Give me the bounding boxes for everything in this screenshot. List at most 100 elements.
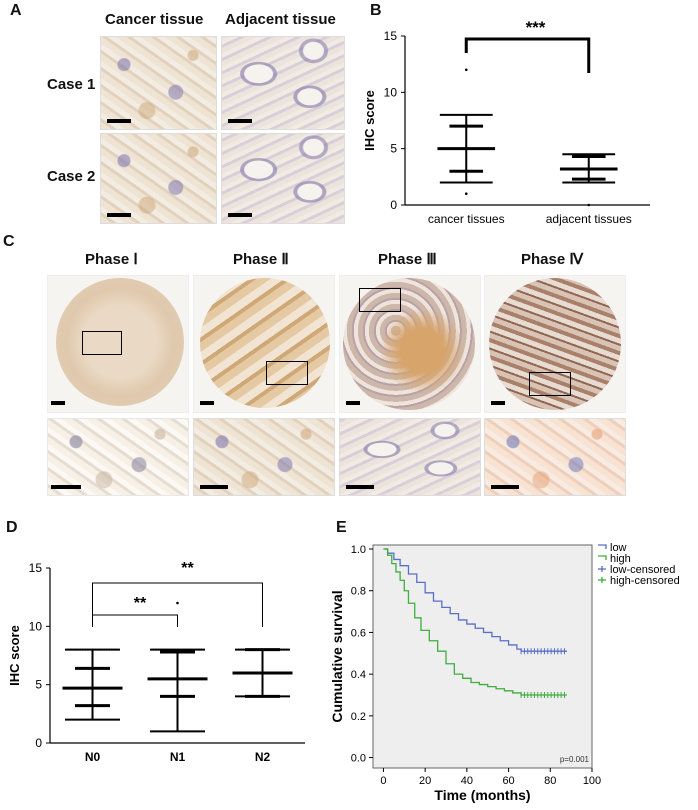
scale-bar	[107, 119, 131, 123]
phase-3-title: Phase Ⅲ	[378, 251, 437, 268]
data-point	[115, 648, 118, 651]
scale-bar	[107, 213, 131, 217]
data-point	[263, 648, 266, 651]
data-point	[84, 648, 87, 651]
x-tick-label: 100	[583, 775, 601, 787]
y-tick-label: 5	[35, 678, 42, 692]
data-point	[93, 648, 96, 651]
data-point	[79, 648, 82, 651]
survival-curve-low	[383, 548, 567, 652]
data-point	[164, 648, 167, 651]
data-point	[186, 648, 189, 651]
panel-a-row-label-case1: Case 1	[47, 76, 96, 93]
data-point	[67, 648, 70, 651]
phase-3-tissue-core	[343, 278, 475, 410]
x-category-label: N1	[170, 750, 186, 764]
p-value-annotation: p=0.001	[560, 755, 590, 764]
data-point	[271, 648, 274, 651]
data-point	[261, 648, 264, 651]
data-point	[166, 648, 169, 651]
x-axis-label: Time (months)	[434, 787, 530, 803]
data-point	[105, 648, 108, 651]
scale-bar	[346, 401, 360, 405]
significance-bracket	[464, 37, 591, 73]
data-point	[98, 648, 101, 651]
data-point	[242, 648, 245, 651]
y-tick-label: 15	[29, 561, 43, 575]
y-tick-label: 1.0	[351, 544, 366, 556]
phase-3-zoom-image	[339, 418, 481, 496]
y-tick-label: 0	[35, 736, 42, 750]
panel-b-label: B	[370, 2, 382, 19]
phase-4-tissue-core	[489, 278, 621, 410]
panel-d-label: D	[6, 519, 18, 536]
phase-1-core-panel	[47, 275, 189, 413]
scale-bar	[228, 119, 252, 123]
legend-label: low	[610, 542, 627, 554]
y-tick-label: 5	[390, 142, 397, 156]
data-point	[195, 648, 198, 651]
data-point	[249, 648, 252, 651]
y-tick-label: 15	[384, 29, 398, 43]
phase-2-tissue-core	[200, 278, 330, 408]
data-point	[74, 648, 77, 651]
outlier-point	[464, 68, 468, 72]
significance-label: **	[181, 560, 194, 577]
data-point	[154, 648, 157, 651]
panel-a-col-header-cancer: Cancer tissue	[105, 11, 204, 28]
y-axis-label: IHC score	[7, 625, 22, 686]
phase-1-title: Phase Ⅰ	[85, 251, 138, 268]
panel-a-label: A	[10, 2, 22, 19]
data-point	[181, 648, 184, 651]
phase-1-zoom-box	[82, 331, 122, 355]
x-tick-label: 0	[380, 775, 386, 787]
data-point	[193, 648, 196, 651]
phase-4-core-panel	[484, 275, 626, 413]
panel-a-image-case1-adjacent	[221, 36, 345, 130]
y-tick-label: 0.2	[351, 711, 366, 723]
data-point	[200, 648, 203, 651]
scale-bar	[51, 485, 81, 489]
x-tick-label: 80	[544, 775, 556, 787]
legend-label: low-censored	[610, 564, 675, 576]
plot-area	[372, 544, 593, 769]
legend-label: high	[610, 553, 631, 565]
x-category-label: adjacent tissues	[546, 212, 632, 226]
y-tick-label: 0.6	[351, 627, 366, 639]
data-point	[283, 648, 286, 651]
legend-swatch	[598, 544, 607, 549]
data-point	[69, 648, 72, 651]
data-point	[280, 648, 283, 651]
data-point	[86, 648, 89, 651]
data-point	[237, 648, 240, 651]
phase-2-core-panel	[193, 275, 335, 413]
data-point	[273, 648, 276, 651]
scale-bar	[228, 213, 252, 217]
chart-b-scatter: 0 5 10 15 IHC score cancer tissues adjacent ti…	[362, 18, 650, 226]
significance-bracket	[92, 582, 263, 627]
data-point	[169, 648, 172, 651]
data-point	[256, 648, 259, 651]
phase-4-title: Phase Ⅳ	[521, 251, 584, 268]
significance-label: **	[134, 595, 147, 612]
panel-a-image-case2-cancer	[100, 133, 217, 224]
scale-bar	[200, 401, 214, 405]
data-point	[183, 648, 186, 651]
panel-a-image-case2-adjacent	[221, 133, 345, 224]
x-tick-label: 20	[419, 775, 431, 787]
significance-label: ***	[526, 18, 546, 37]
scale-bar	[51, 401, 65, 405]
data-point	[259, 648, 262, 651]
scale-bar	[491, 401, 505, 405]
data-point	[152, 648, 155, 651]
scale-bar	[200, 485, 228, 489]
panel-c-label: C	[3, 233, 15, 250]
chart-d-scatter: 0 5 10 15 IHC score N0 N1 N2 ** **	[7, 560, 305, 764]
data-point	[81, 648, 84, 651]
survival-curve-high	[383, 548, 567, 696]
x-category-label: cancer tissues	[428, 212, 505, 226]
legend-label: high-censored	[610, 575, 680, 587]
panel-a-row-label-case2: Case 2	[47, 168, 96, 185]
data-point	[77, 648, 80, 651]
data-point	[198, 648, 201, 651]
